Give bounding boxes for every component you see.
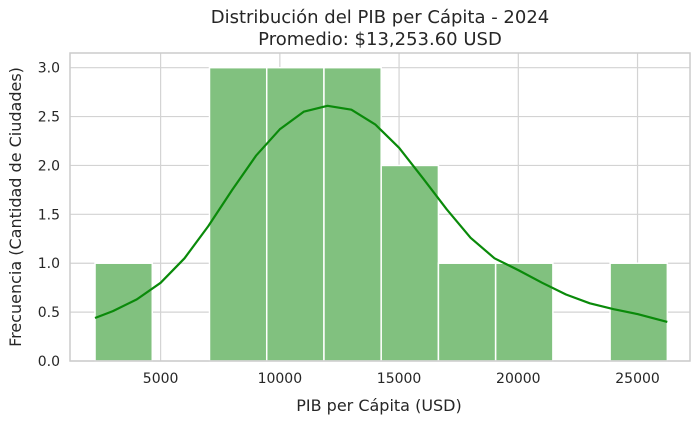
histogram-bar xyxy=(265,66,325,362)
histogram-bar xyxy=(437,262,497,362)
y-tick-label: 1.5 xyxy=(38,207,60,223)
x-tick-label: 25000 xyxy=(615,371,660,387)
x-axis-label: PIB per Cápita (USD) xyxy=(296,396,462,415)
y-tick-label: 2.5 xyxy=(38,110,60,126)
y-tick-label: 0.5 xyxy=(38,305,60,321)
y-axis-ticks: 0.0 0.5 1.0 1.5 2.0 2.5 3.0 xyxy=(38,61,60,370)
histogram-bar xyxy=(208,66,268,362)
x-tick-label: 5000 xyxy=(143,371,179,387)
y-tick-label: 3.0 xyxy=(38,61,60,77)
chart-subtitle: Promedio: $13,253.60 USD xyxy=(258,29,502,50)
histogram-bar xyxy=(609,262,669,362)
x-tick-label: 20000 xyxy=(496,371,541,387)
y-axis-label: Frecuencia (Cantidad de Ciudades) xyxy=(6,67,25,347)
x-axis-ticks: 5000 10000 15000 20000 25000 xyxy=(143,371,660,387)
y-tick-label: 0.0 xyxy=(38,354,60,370)
y-tick-label: 2.0 xyxy=(38,158,60,174)
histogram-bar xyxy=(94,262,154,362)
x-tick-label: 15000 xyxy=(377,371,422,387)
histogram-bar xyxy=(494,262,554,362)
histogram-bar xyxy=(323,66,382,362)
x-tick-label: 10000 xyxy=(258,371,303,387)
y-tick-label: 1.0 xyxy=(38,256,60,272)
kde-layer xyxy=(94,104,668,323)
plot-frame xyxy=(69,52,691,362)
kde-curve xyxy=(94,104,668,323)
chart-title: Distribución del PIB per Cápita - 2024 xyxy=(211,7,550,28)
histogram-bar xyxy=(380,164,440,362)
